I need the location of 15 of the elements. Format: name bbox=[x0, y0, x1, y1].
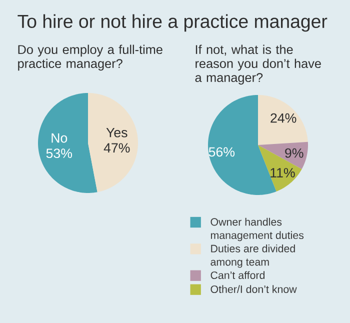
data-label: 56% bbox=[208, 147, 235, 157]
data-label: 24% bbox=[270, 113, 296, 123]
legend-label: Can’t afford bbox=[210, 271, 265, 280]
slice-label: No bbox=[52, 133, 68, 143]
legend-label: Other/I don’t know bbox=[210, 285, 297, 294]
data-label: 11% bbox=[270, 168, 295, 178]
chart-subtitle: Do you employ a full-time practice manager? bbox=[18, 44, 162, 71]
data-label: 53% bbox=[46, 148, 72, 158]
legend-label: Duties are divided among team bbox=[210, 244, 295, 268]
slice-label: Yes bbox=[106, 128, 128, 138]
data-label: 47% bbox=[104, 143, 130, 153]
chart-title: To hire or not hire a practice manager bbox=[18, 14, 328, 32]
data-label: 9% bbox=[285, 148, 304, 158]
legend-label: Owner handles management duties bbox=[210, 218, 304, 242]
chart-subtitle: If not, what is the reason you don’t have a manager? bbox=[195, 44, 321, 85]
